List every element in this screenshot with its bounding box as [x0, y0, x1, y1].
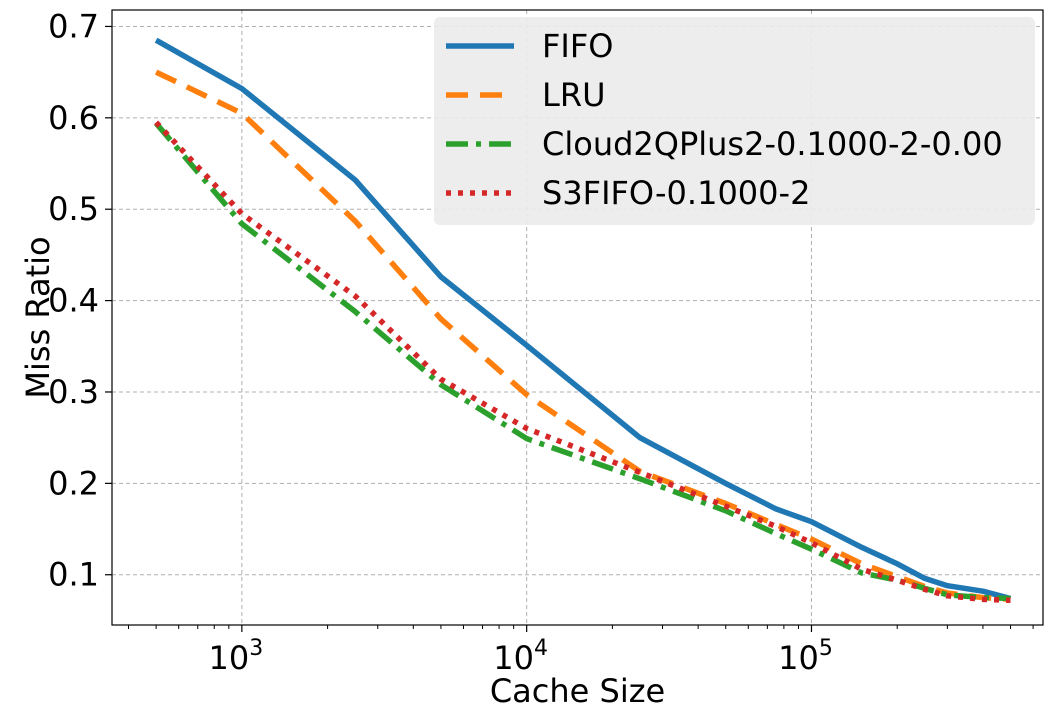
x-tick-label: 104 — [493, 636, 548, 677]
y-tick-label: 0.3 — [48, 373, 99, 411]
legend-label: LRU — [542, 76, 605, 114]
y-tick-label: 0.5 — [48, 190, 99, 228]
y-tick-label: 0.6 — [48, 99, 99, 137]
series-lines — [154, 37, 1012, 604]
x-tick-label: 105 — [778, 636, 833, 677]
legend-label: S3FIFO-0.1000-2 — [542, 174, 810, 212]
series-line — [154, 37, 1012, 602]
y-tick-label: 0.7 — [48, 7, 99, 45]
x-axis-label: Cache Size — [490, 672, 665, 710]
y-tick-label: 0.4 — [48, 282, 99, 320]
legend-box — [434, 17, 1035, 225]
y-axis-label: Miss Ratio — [19, 236, 57, 398]
legend-label: Cloud2QPlus2-0.1000-2-0.00 — [542, 125, 1003, 163]
y-tick-label: 0.2 — [48, 464, 99, 502]
axis-ticks: 0.1 0.2 0.3 0.4 0.5 0.6 0.7 103 104 105 — [48, 7, 1034, 677]
x-tick-label: 103 — [208, 636, 263, 677]
legend-label: FIFO — [542, 27, 613, 65]
plot-frame — [111, 9, 1044, 626]
legend: FIFO LRU Cloud2QPlus2-0.1000-2-0.00 S3FIFO-… — [434, 17, 1035, 225]
y-tick-label: 0.1 — [48, 556, 99, 594]
series-line — [154, 121, 1011, 602]
